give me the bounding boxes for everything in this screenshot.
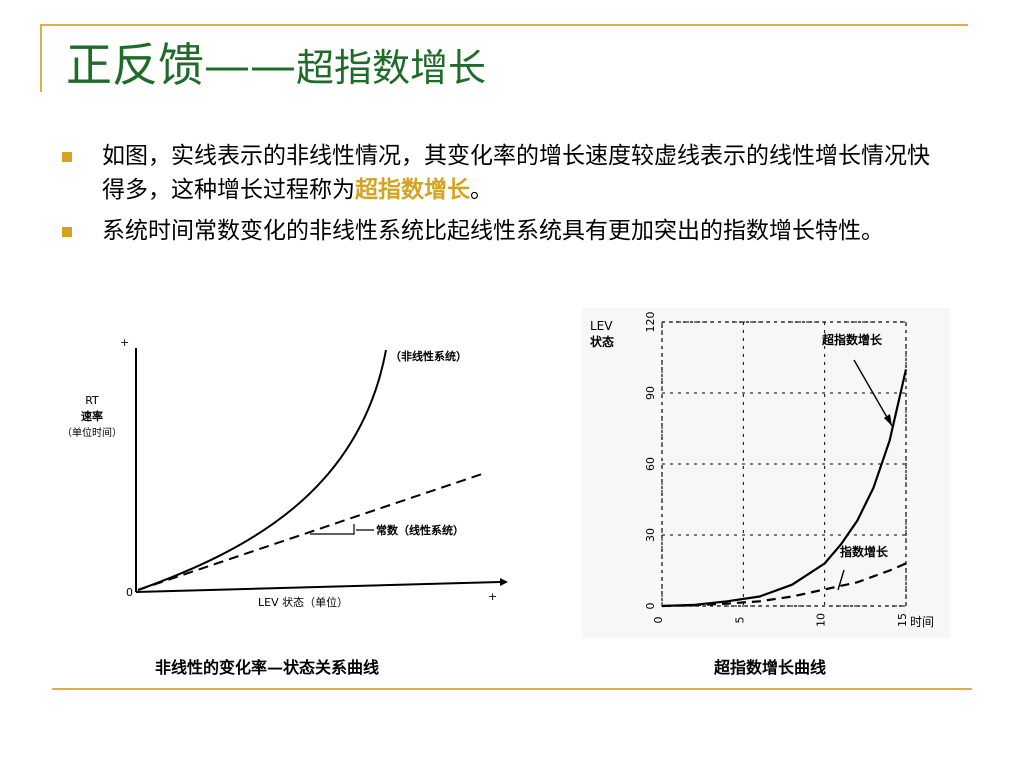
bullet-list: 如图，实线表示的非线性情况，其变化率的增长速度较虚线表示的线性增长情况快得多，这… [62, 140, 942, 256]
y-label-line3: （单位时间） [62, 426, 122, 439]
bullet-item: 系统时间常数变化的非线性系统比起线性系统具有更加突出的指数增长特性。 [62, 215, 942, 248]
highlight-term: 超指数增长 [355, 176, 470, 203]
slide-title: 正反馈——超指数增长 [66, 42, 486, 88]
y-label-line2: 速率 [81, 409, 103, 423]
y-tick-label: 30 [644, 528, 657, 542]
origin-label: 0 [126, 586, 133, 599]
series-label-superexponential: 超指数增长 [821, 332, 883, 347]
x-tick-label: 0 [652, 617, 665, 624]
bullet-text-end: 。 [470, 177, 493, 203]
x-axis-label: LEV 状态（单位） [258, 595, 348, 609]
x-axis [135, 581, 501, 593]
slope-step [310, 524, 355, 535]
y-tick-label: 0 [644, 603, 657, 610]
series-line-exponential [661, 562, 907, 608]
x-axis-arrow-icon [500, 578, 508, 586]
left-rule [40, 24, 42, 92]
bullet-text: 如图，实线表示的非线性情况，其变化率的增长速度较虚线表示的线性增长情况快得多，这… [102, 143, 930, 203]
y-tick-label: 120 [644, 312, 657, 333]
y-axis-label-line2: 状态 [590, 334, 614, 349]
bullet-text: 系统时间常数变化的非线性系统比起线性系统具有更加突出的指数增长特性。 [102, 218, 884, 244]
bottom-rule [52, 688, 972, 690]
super-label-pointer [853, 359, 893, 427]
rate-state-diagram: + + 0 RT 速率 （单位时间） LEV 状态（单位） （非线性系统） 常数… [62, 336, 508, 609]
left-figure-caption: 非线性的变化率—状态关系曲线 [155, 658, 380, 677]
hyperexponential-plot: 0 30 60 90 120 0 5 10 15 LEV 状态 时间 超指数增长 指数增长 [590, 312, 934, 630]
y-tick-label: 60 [644, 457, 657, 471]
linear-dashed-line [137, 473, 483, 591]
y-plus: + [120, 336, 129, 349]
x-axis-label: 时间 [910, 615, 934, 629]
x-tick-label: 5 [733, 617, 746, 624]
line-label: 常数（线性系统） [376, 523, 464, 537]
series-label-exponential: 指数增长 [840, 544, 889, 559]
y-tick-label: 90 [644, 386, 657, 400]
y-label-line1: RT [85, 394, 99, 407]
nonlinear-rate-figure: + + 0 RT 速率 （单位时间） LEV 状态（单位） （非线性系统） 常数… [50, 330, 520, 620]
bullet-item: 如图，实线表示的非线性情况，其变化率的增长速度较虚线表示的线性增长情况快得多，这… [62, 140, 942, 207]
nonlinear-curve [137, 349, 387, 591]
bullet-square-icon [62, 152, 72, 162]
title-main: 正反馈—— [66, 38, 296, 92]
super-pointer-arrow-icon [884, 414, 892, 426]
bullet-square-icon [62, 227, 72, 237]
right-figure-caption: 超指数增长曲线 [714, 658, 827, 677]
x-tick-label: 10 [815, 613, 828, 627]
title-sub: 超指数增长 [296, 46, 487, 90]
curve-label: （非线性系统） [390, 349, 467, 363]
x-tick-label: 15 [896, 613, 909, 627]
top-rule [40, 24, 968, 26]
x-plus: + [488, 590, 497, 603]
series-line-superexponential [661, 369, 908, 608]
y-axis-label-line1: LEV [590, 319, 613, 333]
exp-label-pointer [837, 569, 845, 591]
hyperexponential-chart: 0 30 60 90 120 0 5 10 15 LEV 状态 时间 超指数增长 指数增长 [582, 308, 950, 638]
